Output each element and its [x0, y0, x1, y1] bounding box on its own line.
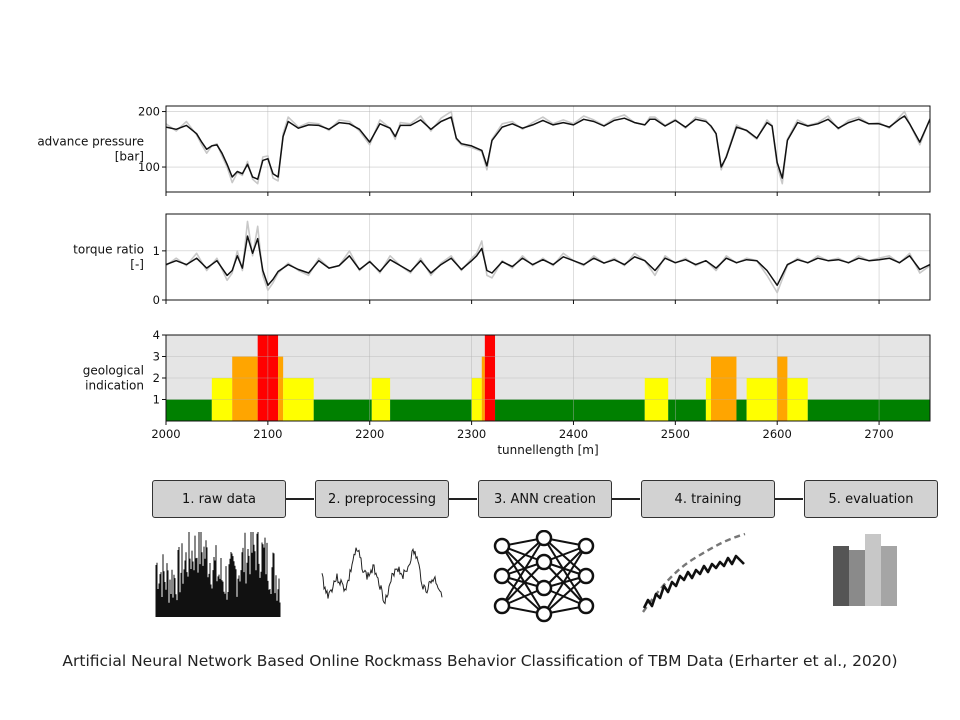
step-evaluation: 5. evaluation	[804, 480, 938, 518]
x-tick-label-5: 2500	[661, 427, 690, 441]
step-label: 2. preprocessing	[328, 491, 436, 507]
series-lines	[166, 220, 930, 294]
bar-segment-12	[495, 399, 645, 421]
y-tick-label-3: 4	[153, 328, 160, 342]
connector-3-4	[612, 498, 640, 500]
bar-segment-0	[166, 399, 212, 421]
x-axis-label: tunnellength [m]	[497, 443, 598, 457]
plot-frame	[165, 105, 931, 193]
plot-frame	[165, 213, 931, 301]
step-ann-creation: 3. ANN creation	[478, 480, 612, 518]
x-tick-label-1: 2100	[253, 427, 282, 441]
figure-panels: 100 200 advance pressure[bar] 0 1 torque rati…	[37, 105, 931, 457]
x-tick-label-7: 2700	[864, 427, 893, 441]
y-tick-label-1: 2	[153, 371, 160, 385]
bar-segment-10	[481, 356, 485, 421]
panel-2: 0 1 torque ratio[-]	[73, 213, 931, 307]
y-tick-label-1: 200	[138, 105, 160, 119]
caption: Artificial Neural Network Based Online R…	[62, 652, 898, 670]
y-tick-label-0: 100	[138, 160, 160, 174]
bar-segment-4	[278, 356, 284, 421]
bar-segment-6	[313, 399, 372, 421]
panel-1: 100 200 advance pressure[bar]	[37, 105, 931, 196]
connector-1-2	[286, 498, 314, 500]
series-lines	[166, 110, 930, 185]
y-axis-label-line-1: indication	[85, 379, 144, 393]
connector-4-5	[775, 498, 803, 500]
series-smoothed	[166, 235, 930, 287]
step-preprocessing: 2. preprocessing	[315, 480, 449, 518]
x-tick-label-2: 2200	[355, 427, 384, 441]
training-curve-icon	[642, 532, 746, 613]
series-raw	[166, 220, 930, 294]
bar-segment-17	[736, 399, 747, 421]
y-tick-label-0: 0	[153, 293, 160, 307]
step-raw-data: 1. raw data	[152, 480, 286, 518]
y-tick-label-2: 3	[153, 350, 160, 364]
step-label: 3. ANN creation	[493, 491, 597, 507]
series-smoothed	[166, 115, 930, 180]
evaluation-bars-icon	[833, 534, 897, 606]
neural-network-icon	[493, 530, 595, 623]
y-tick-label-1: 1	[153, 244, 160, 258]
bar-segment-2	[232, 356, 258, 421]
y-axis-label-line-0: advance pressure	[37, 135, 144, 149]
bar-segment-19	[777, 356, 788, 421]
step-label: 5. evaluation	[828, 491, 914, 507]
y-tick-label-0: 1	[153, 393, 160, 407]
y-axis-label-line-0: geological	[83, 364, 144, 378]
preprocessing-icon	[321, 547, 443, 605]
connector-2-3	[449, 498, 477, 500]
raw-data-icon	[155, 532, 281, 617]
x-tick-label-4: 2400	[559, 427, 588, 441]
panel-3: 1 2 3 4 2000 2100 2200 2300 2400 2500 2600 2700 geol…	[83, 328, 931, 457]
y-axis-label-line-1: [-]	[130, 258, 144, 272]
step-training: 4. training	[641, 480, 775, 518]
bar-segment-21	[807, 399, 930, 421]
bar-segment-8	[390, 399, 472, 421]
bar-segment-16	[710, 356, 737, 421]
step-label: 1. raw data	[182, 491, 256, 507]
bar-segment-14	[668, 399, 706, 421]
x-tick-label-0: 2000	[151, 427, 180, 441]
y-axis-label-line-1: [bar]	[115, 150, 144, 164]
step-label: 4. training	[674, 491, 742, 507]
x-tick-label-3: 2300	[457, 427, 486, 441]
x-tick-label-6: 2600	[763, 427, 792, 441]
y-axis-label-line-0: torque ratio	[73, 243, 144, 257]
